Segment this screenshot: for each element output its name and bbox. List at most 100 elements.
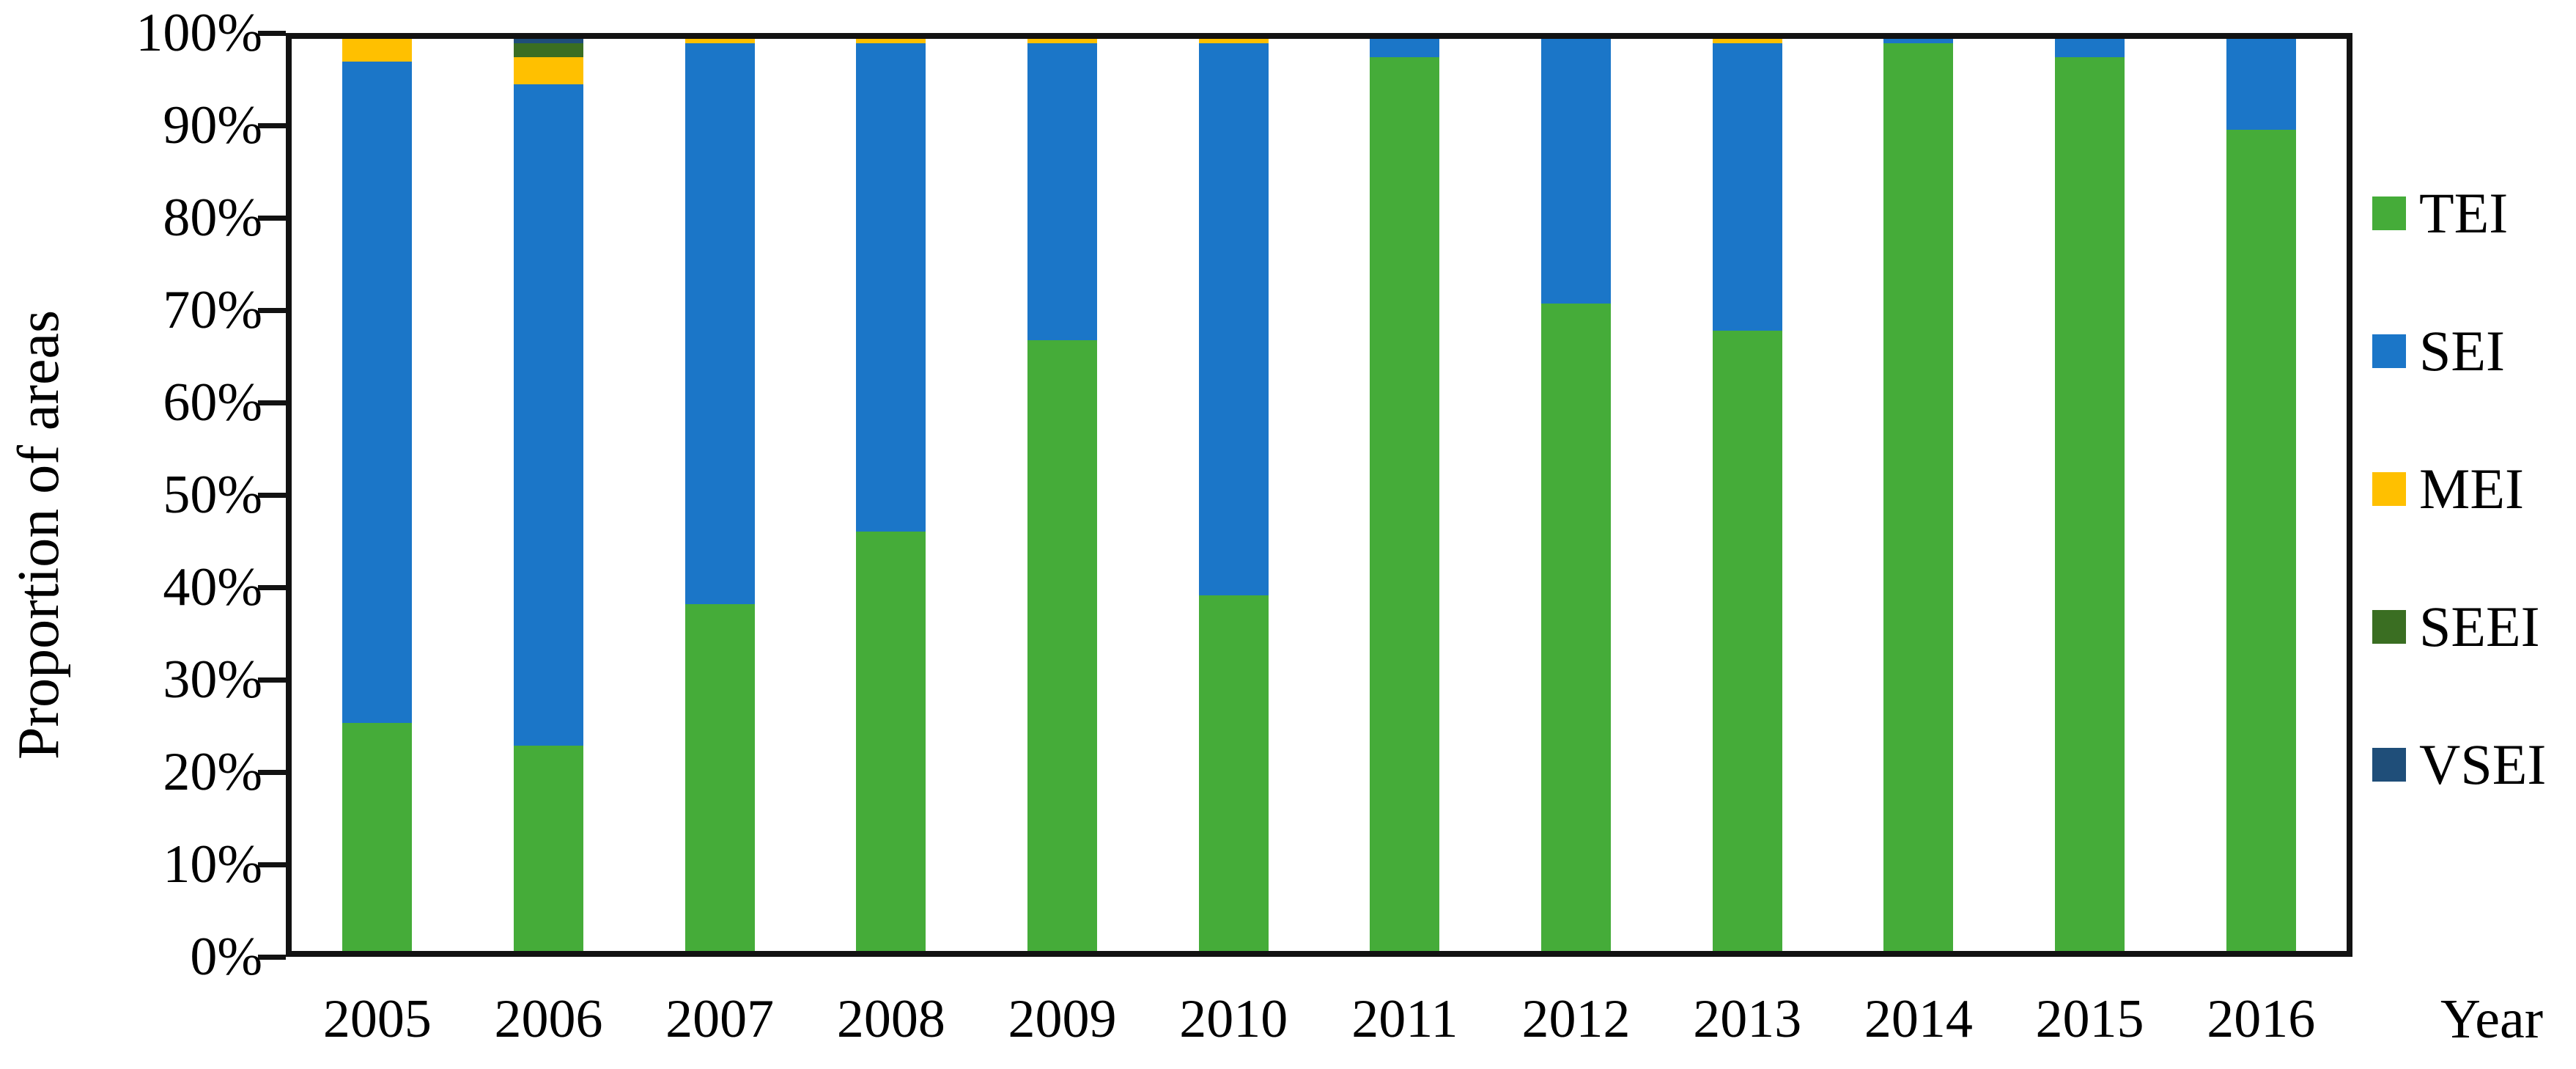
bar-slot-2014 (1833, 39, 2004, 951)
x-tick-label-2015: 2015 (2035, 989, 2144, 1049)
y-tick-mark-10 (258, 862, 286, 867)
x-tick-label-2012: 2012 (1521, 989, 1631, 1049)
stacked-bar-2008 (856, 39, 926, 951)
x-axis-labels: 2005 2006 2007 2008 2009 2010 2011 2012 2013 2014… (292, 981, 2347, 1057)
bar-segment-tei-2010 (1198, 595, 1269, 951)
bar-slot-2007 (634, 39, 805, 951)
bar-slot-2006 (463, 39, 635, 951)
x-tick-label-2013: 2013 (1693, 989, 1802, 1049)
bar-segment-sei-2011 (1370, 39, 1440, 57)
bar-slot-2005 (292, 39, 463, 951)
stacked-bar-2010 (1198, 39, 1269, 951)
y-tick-label-0: 0% (190, 927, 262, 987)
y-tick-label-100: 100% (136, 3, 262, 63)
stacked-bar-2014 (1883, 39, 1954, 951)
bar-segment-vsei-2006 (514, 39, 583, 44)
y-tick-label-50: 50% (163, 465, 262, 525)
y-tick-label-40: 40% (163, 557, 262, 617)
bar-slot-2008 (805, 39, 977, 951)
stacked-bar-2007 (684, 39, 755, 951)
bar-segment-tei-2015 (2055, 56, 2125, 951)
bar-segment-sei-2014 (1883, 39, 1954, 44)
stacked-bar-2013 (1712, 39, 1782, 951)
bar-segment-sei-2010 (1198, 43, 1269, 595)
bar-segment-tei-2014 (1883, 43, 1954, 951)
legend: TEI SEI MEI SEEI VSEI (2372, 183, 2546, 795)
bar-slot-2011 (1319, 39, 1491, 951)
y-axis-title: Proportion of areas (7, 309, 71, 760)
y-tick-label-60: 60% (163, 372, 262, 433)
bar-slot-2016 (2175, 39, 2347, 951)
bar-segment-tei-2005 (342, 723, 413, 951)
x-tick-label-2016: 2016 (2207, 989, 2316, 1049)
legend-label-mei: MEI (2419, 457, 2524, 521)
bar-segment-sei-2005 (342, 62, 413, 723)
bar-segment-sei-2009 (1027, 43, 1098, 340)
x-tick-label-2010: 2010 (1179, 989, 1288, 1049)
legend-item-tei: TEI (2372, 183, 2546, 243)
x-axis-title: Year (2440, 988, 2544, 1050)
legend-label-tei: TEI (2419, 181, 2509, 245)
bar-segment-mei-2005 (342, 39, 413, 62)
y-tick-label-10: 10% (163, 834, 262, 894)
bar-segment-sei-2008 (856, 43, 926, 532)
y-tick-mark-80 (258, 215, 286, 221)
bar-segment-tei-2007 (684, 604, 755, 951)
y-tick-label-20: 20% (163, 742, 262, 802)
bar-slot-2012 (1491, 39, 1662, 951)
y-tick-label-90: 90% (163, 95, 262, 155)
bar-segment-tei-2011 (1370, 56, 1440, 951)
y-tick-mark-30 (258, 677, 286, 683)
y-tick-label-80: 80% (163, 188, 262, 248)
legend-item-sei: SEI (2372, 321, 2546, 381)
y-tick-mark-100 (258, 30, 286, 36)
bar-segment-sei-2007 (684, 43, 755, 605)
bar-segment-mei-2006 (514, 56, 583, 85)
y-tick-label-30: 30% (163, 650, 262, 710)
bar-segment-tei-2006 (514, 746, 583, 951)
bar-segment-sei-2015 (2055, 39, 2125, 57)
legend-item-mei: MEI (2372, 459, 2546, 519)
x-tick-label-2014: 2014 (1864, 989, 1973, 1049)
y-tick-mark-60 (258, 400, 286, 405)
bar-segment-mei-2010 (1198, 39, 1269, 44)
x-tick-label-2008: 2008 (836, 989, 945, 1049)
x-tick-label-2005: 2005 (322, 989, 432, 1049)
y-tick-mark-70 (258, 307, 286, 313)
bars-row (292, 39, 2347, 951)
x-tick-label-2006: 2006 (494, 989, 603, 1049)
x-tick-label-2007: 2007 (665, 989, 775, 1049)
bar-segment-sei-2006 (514, 84, 583, 746)
x-tick-label-2011: 2011 (1351, 989, 1458, 1049)
legend-swatch-sei (2372, 334, 2406, 368)
y-tick-mark-90 (258, 122, 286, 128)
bar-segment-tei-2009 (1027, 339, 1098, 951)
bar-segment-sei-2016 (2226, 39, 2296, 131)
bar-slot-2009 (977, 39, 1148, 951)
stacked-bar-2006 (514, 39, 583, 951)
bar-segment-tei-2012 (1541, 303, 1612, 951)
stacked-bar-2016 (2226, 39, 2296, 951)
stacked-bar-2015 (2055, 39, 2125, 951)
x-tick-label-2009: 2009 (1008, 989, 1117, 1049)
legend-item-vsei: VSEI (2372, 735, 2546, 795)
bar-segment-tei-2016 (2226, 130, 2296, 951)
stacked-bar-2012 (1541, 39, 1612, 951)
bar-slot-2010 (1148, 39, 1319, 951)
bar-segment-tei-2013 (1712, 331, 1782, 951)
legend-label-seei: SEEI (2419, 595, 2540, 658)
bar-segment-tei-2008 (856, 531, 926, 951)
bar-segment-sei-2013 (1712, 43, 1782, 331)
bar-segment-seei-2006 (514, 43, 583, 57)
stacked-bar-2011 (1370, 39, 1440, 951)
legend-swatch-vsei (2372, 748, 2406, 782)
legend-swatch-tei (2372, 196, 2406, 230)
bar-segment-sei-2012 (1541, 39, 1612, 304)
legend-item-seei: SEEI (2372, 597, 2546, 657)
bar-slot-2015 (2004, 39, 2176, 951)
y-tick-mark-20 (258, 769, 286, 775)
legend-label-vsei: VSEI (2419, 732, 2547, 796)
bar-segment-mei-2007 (684, 39, 755, 44)
y-tick-mark-50 (258, 492, 286, 498)
